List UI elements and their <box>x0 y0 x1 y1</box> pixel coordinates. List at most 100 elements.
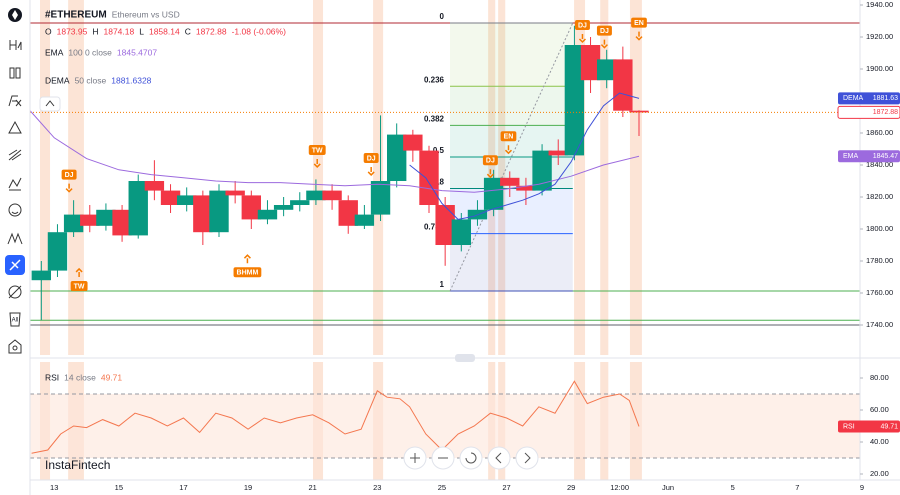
signal-highlight <box>600 0 609 355</box>
header-text: C <box>185 26 191 36</box>
fib-label: 1 <box>440 280 445 289</box>
tool-icon <box>11 211 19 214</box>
x-tick-label: Jun <box>662 483 674 492</box>
candle-body <box>435 205 455 245</box>
price-tag <box>838 92 900 105</box>
tool-icon <box>12 345 18 351</box>
scroll-right-icon <box>524 452 531 464</box>
signal-arrow <box>313 158 321 169</box>
tool-icon[interactable] <box>9 312 21 327</box>
price-tag <box>837 105 900 119</box>
zoom-in-icon <box>410 453 420 463</box>
price-tag <box>838 420 900 433</box>
candle-body <box>290 200 310 205</box>
fib-label: 0.5 <box>433 146 445 155</box>
candle-body <box>419 150 439 205</box>
tool-icon[interactable] <box>8 120 22 134</box>
signal-label-bg <box>574 20 590 30</box>
signal-highlight <box>373 0 384 355</box>
candle-body <box>338 200 358 226</box>
candle-body <box>516 185 536 191</box>
signal-label: DJ <box>486 158 495 165</box>
candle-body <box>160 190 181 205</box>
header-text: EMA <box>45 47 64 57</box>
tool-icon <box>8 285 22 299</box>
logo-mark <box>12 10 18 20</box>
signal-highlight <box>629 0 642 355</box>
signal-label: TW <box>312 147 323 154</box>
scroll-left-button[interactable] <box>487 446 511 470</box>
header-text: #ETHEREUM <box>45 10 107 21</box>
tool-icon[interactable] <box>8 339 22 354</box>
candle-body <box>387 134 407 181</box>
signal-label: TW <box>74 283 85 290</box>
candle-body <box>451 219 471 245</box>
tool-icon[interactable] <box>15 67 21 79</box>
pane-handle[interactable] <box>455 354 475 362</box>
x-tick-label: 23 <box>373 483 381 492</box>
price-tag-value: 1845.47 <box>873 153 898 160</box>
candle-body <box>209 190 229 233</box>
fib-fill <box>450 86 573 126</box>
x-tick-label: 13 <box>50 483 58 492</box>
y-tick-label: 60.00 <box>870 405 889 414</box>
signal-label-bg <box>308 144 326 155</box>
tool-icon[interactable] <box>8 203 22 217</box>
x-tick-label: 7 <box>795 483 799 492</box>
toolbar: All <box>0 0 31 495</box>
candle-body <box>96 209 116 226</box>
toolbar-bg <box>0 0 30 495</box>
signal-label-bg <box>631 17 647 28</box>
tool-icon[interactable] <box>8 285 22 299</box>
signal-highlight <box>40 0 51 355</box>
tool-icon[interactable] <box>8 95 22 107</box>
line-series <box>409 92 640 220</box>
tool-icon[interactable] <box>8 149 22 161</box>
price-tag-value: 1872.88 <box>873 109 898 116</box>
price-tag-name: DEMA <box>843 95 864 102</box>
signal-arrow <box>367 166 375 177</box>
candle-body <box>354 214 375 226</box>
price-tag <box>838 150 900 163</box>
candle-body <box>63 214 84 233</box>
tool-icon[interactable] <box>9 40 22 50</box>
signal-arrow <box>65 183 73 193</box>
signal-label: DJ <box>65 172 74 179</box>
zoom-controls <box>403 446 539 470</box>
signal-arrow <box>635 31 643 41</box>
y-tick-label: 20.00 <box>870 469 889 478</box>
collapse-button[interactable] <box>39 96 61 112</box>
signal-arrow <box>600 39 608 49</box>
y-tick-label: 1840.00 <box>866 160 893 169</box>
tool-icon[interactable] <box>9 67 15 79</box>
line-series <box>31 380 640 454</box>
x-tick-label: 27 <box>502 483 510 492</box>
candle-body <box>225 190 245 196</box>
signal-arrow <box>243 254 251 264</box>
signal-label: EN <box>504 134 514 141</box>
reset-button[interactable] <box>459 446 483 470</box>
header-text: L <box>139 26 144 36</box>
candle-body <box>31 270 51 281</box>
signal-label-bg <box>482 155 498 166</box>
candle-body <box>403 134 423 151</box>
signal-label: BHMM <box>237 270 259 277</box>
candle-body <box>47 232 68 271</box>
header-text: 1873.95 <box>57 26 88 36</box>
x-tick-label: 15 <box>115 483 123 492</box>
signal-label-bg <box>61 169 77 180</box>
candle-body <box>177 195 197 205</box>
header-text: 100 0 close <box>68 47 112 57</box>
signal-arrow <box>486 169 494 179</box>
tool-icon[interactable] <box>8 177 22 191</box>
price-tag-name: EMA <box>843 153 859 160</box>
scroll-right-button[interactable] <box>515 446 539 470</box>
signal-label: DJ <box>578 22 587 29</box>
tool-icon <box>9 259 21 271</box>
tool-icon[interactable] <box>7 232 23 245</box>
fib-label: 0.236 <box>424 75 445 84</box>
header-text: 1872.88 <box>196 26 227 36</box>
candle-body <box>564 45 585 156</box>
header-text: 49.71 <box>101 372 123 382</box>
